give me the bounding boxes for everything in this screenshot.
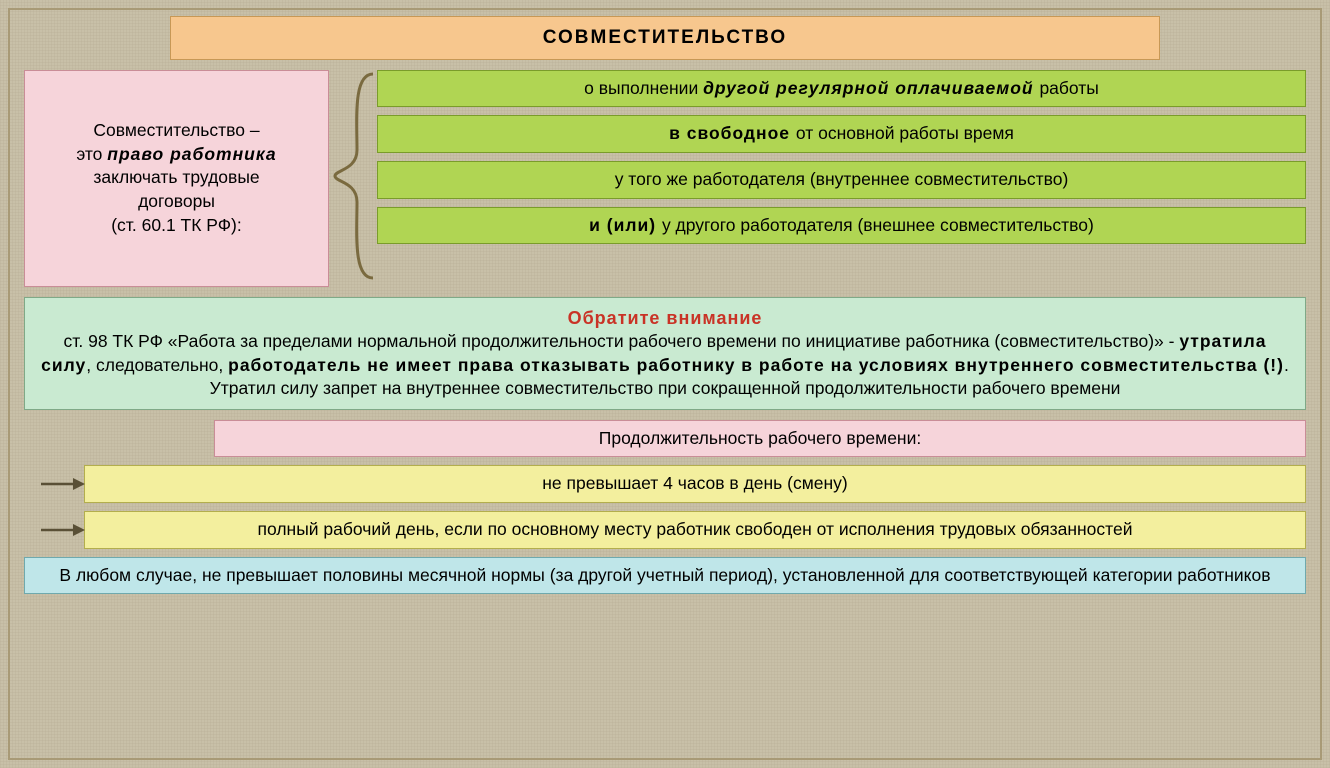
teal-text: В любом случае, не превышает половины ме… <box>59 565 1270 585</box>
duration-header-box: Продолжительность рабочего времени: <box>214 420 1306 458</box>
def-line1: Совместительство – <box>93 120 259 140</box>
attn-p1e: . <box>1284 355 1289 375</box>
def-line5: (ст. 60.1 ТК РФ): <box>111 215 242 235</box>
def-line3: заключать трудовые <box>93 167 259 187</box>
arrow-right-icon <box>41 475 85 493</box>
diagram-container: СОВМЕСТИТЕЛЬСТВО Совместительство – это … <box>8 8 1322 760</box>
def-line4: договоры <box>138 191 215 211</box>
g2b: от основной работы время <box>796 123 1014 143</box>
title-box: СОВМЕСТИТЕЛЬСТВО <box>170 16 1160 60</box>
definition-row: Совместительство – это право работника з… <box>24 70 1306 287</box>
attention-p2: Утратил силу запрет на внутреннее совмес… <box>39 377 1291 401</box>
yellow-box-2: полный рабочий день, если по основному м… <box>84 511 1306 549</box>
green-item-3: у того же работодателя (внутреннее совме… <box>377 161 1306 199</box>
g3: у того же работодателя (внутреннее совме… <box>615 169 1069 189</box>
attention-heading: Обратите внимание <box>39 306 1291 330</box>
green-item-1: о выполнении другой регулярной оплачивае… <box>377 70 1306 108</box>
attn-p1a: ст. 98 ТК РФ «Работа за пределами нормал… <box>64 331 1180 351</box>
g1a: о выполнении <box>584 78 703 98</box>
brace-column <box>329 70 377 287</box>
def-line2b: право работника <box>107 144 276 164</box>
arrow-right-icon <box>41 521 85 539</box>
green-item-4: и (или) у другого работодателя (внешнее … <box>377 207 1306 245</box>
title-text: СОВМЕСТИТЕЛЬСТВО <box>543 27 787 48</box>
yellow1-text: не превышает 4 часов в день (смену) <box>542 473 848 493</box>
yellow2-text: полный рабочий день, если по основному м… <box>258 519 1133 539</box>
attn-p1d: работодатель не имеет права отказывать р… <box>228 355 1284 375</box>
g1c: работы <box>1039 78 1098 98</box>
g2a: в свободное <box>669 123 796 143</box>
green-item-2: в свободное от основной работы время <box>377 115 1306 153</box>
attn-p1c: , следовательно, <box>86 355 228 375</box>
yellow-box-1: не превышает 4 часов в день (смену) <box>84 465 1306 503</box>
teal-box: В любом случае, не превышает половины ме… <box>24 557 1306 595</box>
def-line2a: это <box>76 144 107 164</box>
attention-p1: ст. 98 ТК РФ «Работа за пределами нормал… <box>39 330 1291 377</box>
definition-content: Совместительство – это право работника з… <box>76 119 276 237</box>
definition-box: Совместительство – это право работника з… <box>24 70 329 287</box>
curly-brace-icon <box>329 70 377 282</box>
duration-header-text: Продолжительность рабочего времени: <box>599 428 921 448</box>
green-list: о выполнении другой регулярной оплачивае… <box>377 70 1306 287</box>
attention-box: Обратите внимание ст. 98 ТК РФ «Работа з… <box>24 297 1306 410</box>
g4a: и (или) <box>589 215 662 235</box>
g1b: другой регулярной оплачиваемой <box>703 78 1039 98</box>
g4b: у другого работодателя (внешнее совмести… <box>662 215 1094 235</box>
